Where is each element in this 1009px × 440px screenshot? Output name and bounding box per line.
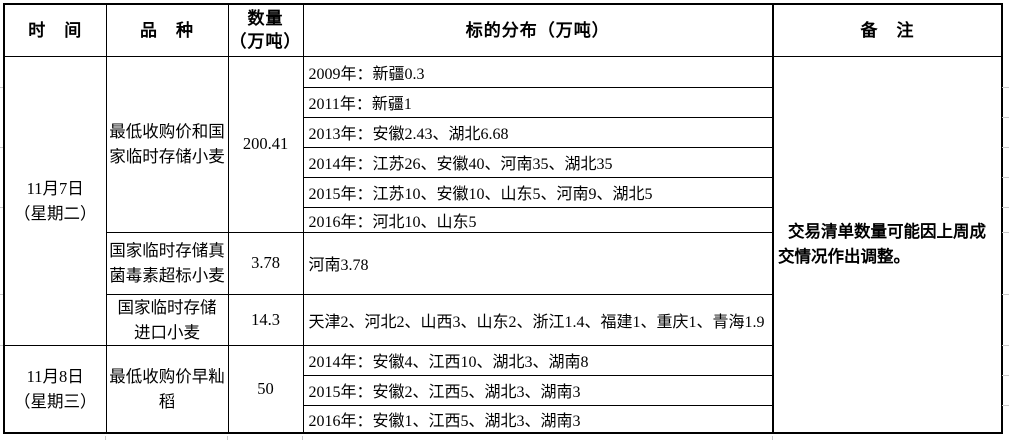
cell-dist-2009: 2009年：新疆0.3 [302, 55, 774, 88]
table-row: 2015年：江苏10、安徽10、山东5、河南9、湖北5 [4, 176, 1002, 208]
header-distribution: 标的分布（万吨） [302, 3, 774, 57]
cell-dist-2011: 2011年：新疆1 [302, 86, 774, 118]
table-row: 国家临时存储真 菌毒素超标小麦 3.78 河南3.78 [4, 231, 1002, 295]
cell-variety-toxinwheat: 国家临时存储真 菌毒素超标小麦 [105, 231, 229, 295]
table-row: 11月7日 （星期二） 最低收购价和国 家临时存储小麦 200.41 2009年… [3, 55, 1003, 434]
gridline-stub [1002, 232, 1009, 233]
gridline-stub [0, 294, 3, 295]
cell-remark: 交易清单数量可能因上周成交情况作出调整。 [772, 55, 1003, 434]
cell-date-nov7: 11月7日 （星期二） [3, 55, 107, 346]
gridline-stub [227, 436, 228, 440]
gridline-stub [772, 436, 773, 440]
gridline-stub [0, 345, 3, 346]
gridline-stub [1002, 345, 1009, 346]
header-quantity: 数量 （万吨） [227, 3, 304, 57]
table-row: 2016年：河北10、山东5 [4, 206, 1002, 233]
grain-auction-table: 时 间 品 种 数量 （万吨） 标的分布（万吨） 备 注 11月7日 （星期二）… [3, 3, 1003, 434]
gridline-stub [1002, 147, 1009, 148]
header-variety: 品 种 [105, 3, 229, 57]
header-row: 时 间 品 种 数量 （万吨） 标的分布（万吨） 备 注 [3, 3, 1003, 57]
cell-quantity-minwheat: 200.41 [227, 55, 304, 233]
table-row: 2013年：安徽2.43、湖北6.68 [4, 116, 1002, 148]
cell-quantity-toxinwheat: 3.78 [227, 231, 304, 295]
gridline-stub [1002, 177, 1009, 178]
gridline-stub [0, 207, 3, 208]
gridline-stub [1002, 375, 1009, 376]
gridline-stub [1002, 117, 1009, 118]
table-row: 11月8日 （星期三） 最低收购价早籼 稻 50 2014年：安徽4、江西10、… [3, 344, 1002, 434]
gridline-stub [1002, 87, 1009, 88]
cell-dist-toxinwheat: 河南3.78 [302, 231, 774, 295]
cell-dist-rice-2015: 2015年：安徽2、江西5、湖北3、湖南3 [302, 374, 774, 406]
cell-dist-rice-2016: 2016年：安徽1、江西5、湖北3、湖南3 [302, 404, 774, 434]
gridline-stub [1002, 405, 1009, 406]
cell-variety-minwheat: 最低收购价和国 家临时存储小麦 [105, 55, 229, 233]
gridline-stub [1002, 294, 1009, 295]
cell-dist-2013: 2013年：安徽2.43、湖北6.68 [302, 116, 774, 148]
gridline-stub [105, 436, 106, 440]
cell-variety-importwheat: 国家临时存储 进口小麦 [105, 293, 229, 346]
gridline-stub [302, 436, 303, 440]
gridline-stub [0, 147, 3, 148]
cell-dist-importwheat: 天津2、河北2、山西3、山东2、浙江1.4、福建1、重庆1、青海1.9 [302, 293, 774, 346]
cell-dist-rice-2014: 2014年：安徽4、江西10、湖北3、湖南8 [302, 344, 774, 376]
cell-quantity-importwheat: 14.3 [227, 293, 304, 346]
cell-dist-2014: 2014年：江苏26、安徽40、河南35、湖北35 [302, 146, 774, 178]
table-row: 2016年：安徽1、江西5、湖北3、湖南3 [4, 404, 1002, 434]
header-remark: 备 注 [772, 3, 1003, 57]
cell-variety-rice: 最低收购价早籼 稻 [105, 344, 229, 434]
cell-dist-2016: 2016年：河北10、山东5 [302, 206, 774, 233]
cell-quantity-rice: 50 [227, 344, 304, 434]
cell-dist-2015: 2015年：江苏10、安徽10、山东5、河南9、湖北5 [302, 176, 774, 208]
gridline-stub [0, 87, 3, 88]
gridline-stub [1002, 207, 1009, 208]
header-time: 时 间 [3, 3, 107, 57]
cell-date-nov8: 11月8日 （星期三） [3, 344, 107, 434]
table-row: 2011年：新疆1 [4, 86, 1002, 118]
